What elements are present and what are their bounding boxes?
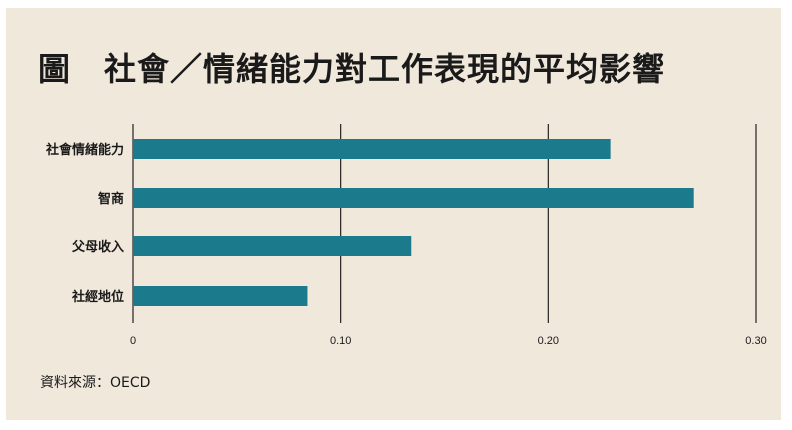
chart-panel [6, 8, 781, 420]
tick-labels: 0 0.10 0.20 0.30 [130, 335, 767, 347]
x-tick-label: 0.10 [330, 335, 351, 347]
category-label: 社經地位 [71, 289, 124, 305]
category-label: 父母收入 [71, 239, 124, 255]
bar [133, 188, 694, 208]
category-label: 社會情緒能力 [45, 142, 124, 158]
bars [133, 139, 694, 306]
source-note: 資料來源：OECD [40, 375, 151, 391]
category-label: 智商 [98, 191, 124, 207]
x-tick-label: 0 [130, 335, 136, 347]
x-tick-label: 0.30 [745, 335, 766, 347]
bar [133, 236, 412, 256]
bar [133, 286, 308, 306]
chart-title: 圖 社會／情緒能力對工作表現的平均影響 [38, 50, 666, 88]
bar [133, 139, 611, 159]
x-tick-label: 0.20 [538, 335, 559, 347]
